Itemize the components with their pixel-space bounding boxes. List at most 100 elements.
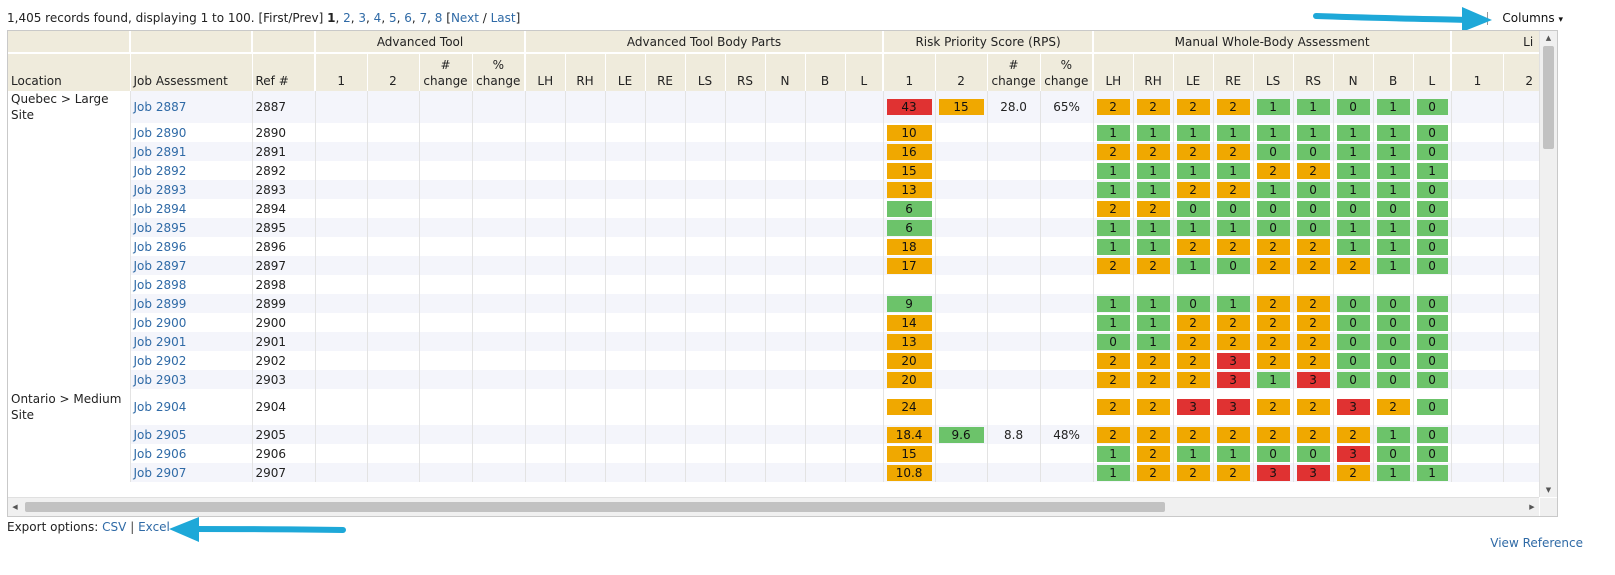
table-row[interactable]: Job 2898 2898 [8,275,1539,294]
column-header-manual-rh[interactable]: RH [1133,53,1174,91]
page-link-8[interactable]: 8 [434,11,443,25]
job-assessment-link[interactable]: Job 2907 [133,465,187,480]
table-row[interactable]: Ontario > Medium Site Job 2904 2904 24 2 2 3 3 2… [8,389,1539,425]
column-header-advanced-tool-1[interactable]: 1 [315,53,368,91]
table-row[interactable]: Job 2899 2899 9 1 1 0 1 2 2 0 0 0 [8,294,1539,313]
column-header-body-part-le[interactable]: LE [605,53,646,91]
column-header-manual-le[interactable]: LE [1173,53,1214,91]
scroll-down-icon[interactable]: ▼ [1545,486,1552,494]
column-header-rps-pct-change[interactable]: % change [1040,53,1095,91]
column-header-rps-2[interactable]: 2 [935,53,988,91]
job-assessment-link[interactable]: Job 2902 [133,353,187,368]
table-row[interactable]: Quebec > Large Site Job 2887 2887 43 15 28.0 6… [8,91,1539,123]
job-assessment-link[interactable]: Job 2897 [133,258,187,273]
scroll-right-icon[interactable]: ▶ [1529,503,1535,511]
scroll-left-icon[interactable]: ◀ [12,503,18,511]
export-excel-link[interactable]: Excel [138,520,170,534]
cell-manual-rs: 2 [1293,294,1334,313]
cell-truncated [1451,463,1504,482]
job-assessment-link[interactable]: Job 2892 [133,163,187,178]
job-assessment-link[interactable]: Job 2895 [133,220,187,235]
job-assessment-link[interactable]: Job 2899 [133,296,187,311]
column-header-truncated-1[interactable]: 1 [1451,53,1504,91]
vertical-scrollbar[interactable]: ▲ ▼ [1539,31,1557,497]
job-assessment-link[interactable]: Job 2904 [133,400,187,414]
table-row[interactable]: Job 2900 2900 14 1 1 2 2 2 2 0 0 0 [8,313,1539,332]
job-assessment-link[interactable]: Job 2901 [133,334,187,349]
table-row[interactable]: Job 2905 2905 18.4 9.6 8.8 48% 2 2 2 2 2 2 2 1 0 [8,425,1539,444]
job-assessment-link[interactable]: Job 2903 [133,372,187,387]
table-row[interactable]: Job 2906 2906 15 1 2 1 1 0 0 3 0 0 [8,444,1539,463]
column-header-manual-n[interactable]: N [1333,53,1374,91]
column-header-manual-rs[interactable]: RS [1293,53,1334,91]
column-header-location[interactable]: Location [8,53,131,91]
table-row[interactable]: Job 2894 2894 6 2 2 0 0 0 0 0 0 0 [8,199,1539,218]
job-assessment-link[interactable]: Job 2900 [133,315,187,330]
job-assessment-link[interactable]: Job 2906 [133,446,187,461]
column-header-body-part-lh[interactable]: LH [525,53,566,91]
horizontal-scrollbar[interactable]: ◀ ▶ [8,497,1539,516]
page-link-2[interactable]: 2 [343,11,351,25]
page-link-6[interactable]: 6 [404,11,412,25]
job-assessment-link[interactable]: Job 2893 [133,182,187,197]
table-row[interactable]: Job 2890 2890 10 1 1 1 1 1 1 1 1 0 [8,123,1539,142]
column-header-rps-1[interactable]: 1 [883,53,936,91]
page-link-4[interactable]: 4 [373,11,382,25]
table-row[interactable]: Job 2907 2907 10.8 1 2 2 2 3 3 2 1 1 [8,463,1539,482]
vertical-scroll-thumb[interactable] [1543,46,1554,149]
scroll-up-icon[interactable]: ▲ [1545,34,1552,42]
next-link[interactable]: Next [450,11,479,25]
table-row[interactable]: Job 2896 2896 18 1 1 2 2 2 2 1 1 0 [8,237,1539,256]
grid-viewport[interactable]: Advanced Tool Advanced Tool Body Parts R… [8,31,1539,497]
job-assessment-link[interactable]: Job 2887 [133,100,187,114]
page-link-5[interactable]: 5 [388,11,397,25]
job-assessment-link[interactable]: Job 2898 [133,277,187,292]
cell-advanced-tool-body-part [645,199,686,218]
view-reference-link[interactable]: View Reference [1490,536,1583,550]
column-header-job-assessment[interactable]: Job Assessment [130,53,253,91]
column-header-manual-re[interactable]: RE [1213,53,1254,91]
column-header-ref[interactable]: Ref # [252,53,316,91]
column-header-advanced-tool-num-change[interactable]: # change [419,53,473,91]
manual-score-chip: 0 [1176,295,1210,312]
columns-button[interactable]: Columns ▾ [1502,11,1563,25]
page-link-7[interactable]: 7 [419,11,428,25]
table-row[interactable]: Job 2892 2892 15 1 1 1 1 2 2 1 1 1 [8,161,1539,180]
column-header-manual-b[interactable]: B [1373,53,1414,91]
cell-rps-2 [935,313,988,332]
horizontal-scroll-thumb[interactable] [25,502,1165,512]
column-header-manual-ls[interactable]: LS [1253,53,1294,91]
last-link[interactable]: Last [490,11,516,25]
cell-advanced-tool [315,351,368,370]
column-header-advanced-tool-pct-change[interactable]: % change [472,53,527,91]
column-header-body-part-ls[interactable]: LS [685,53,726,91]
column-header-manual-lh[interactable]: LH [1093,53,1134,91]
job-assessment-link[interactable]: Job 2894 [133,201,187,216]
job-assessment-link[interactable]: Job 2896 [133,239,187,254]
column-header-body-part-re[interactable]: RE [645,53,686,91]
page-link-3[interactable]: 3 [358,11,367,25]
column-header-rps-num-change[interactable]: # change [987,53,1041,91]
column-header-manual-l[interactable]: L [1413,53,1453,91]
table-row[interactable]: Job 2901 2901 13 0 1 2 2 2 2 0 0 0 [8,332,1539,351]
export-csv-link[interactable]: CSV [102,520,127,534]
job-assessment-link[interactable]: Job 2890 [133,125,187,140]
cell-manual-l: 0 [1413,332,1452,351]
column-header-body-part-n[interactable]: N [765,53,806,91]
first-prev-link[interactable]: [First/Prev] [258,11,324,25]
column-header-advanced-tool-2[interactable]: 2 [367,53,420,91]
column-header-body-part-rh[interactable]: RH [565,53,606,91]
table-row[interactable]: Job 2902 2902 20 2 2 2 3 2 2 0 0 0 [8,351,1539,370]
table-row[interactable]: Job 2895 2895 6 1 1 1 1 0 0 1 1 0 [8,218,1539,237]
table-row[interactable]: Job 2891 2891 16 2 2 2 2 0 0 1 1 0 [8,142,1539,161]
table-row[interactable]: Job 2893 2893 13 1 1 2 2 1 0 1 1 0 [8,180,1539,199]
column-header-body-part-rs[interactable]: RS [725,53,766,91]
table-row[interactable]: Job 2903 2903 20 2 2 2 3 1 3 0 0 0 [8,370,1539,389]
job-assessment-link[interactable]: Job 2891 [133,144,187,159]
column-header-body-part-b[interactable]: B [805,53,846,91]
job-assessment-link[interactable]: Job 2905 [133,427,187,442]
column-header-truncated-2[interactable]: 2 [1503,53,1539,91]
column-header-body-part-l[interactable]: L [845,53,885,91]
manual-score-chip: 0 [1256,143,1290,160]
table-row[interactable]: Job 2897 2897 17 2 2 1 0 2 2 2 1 0 [8,256,1539,275]
